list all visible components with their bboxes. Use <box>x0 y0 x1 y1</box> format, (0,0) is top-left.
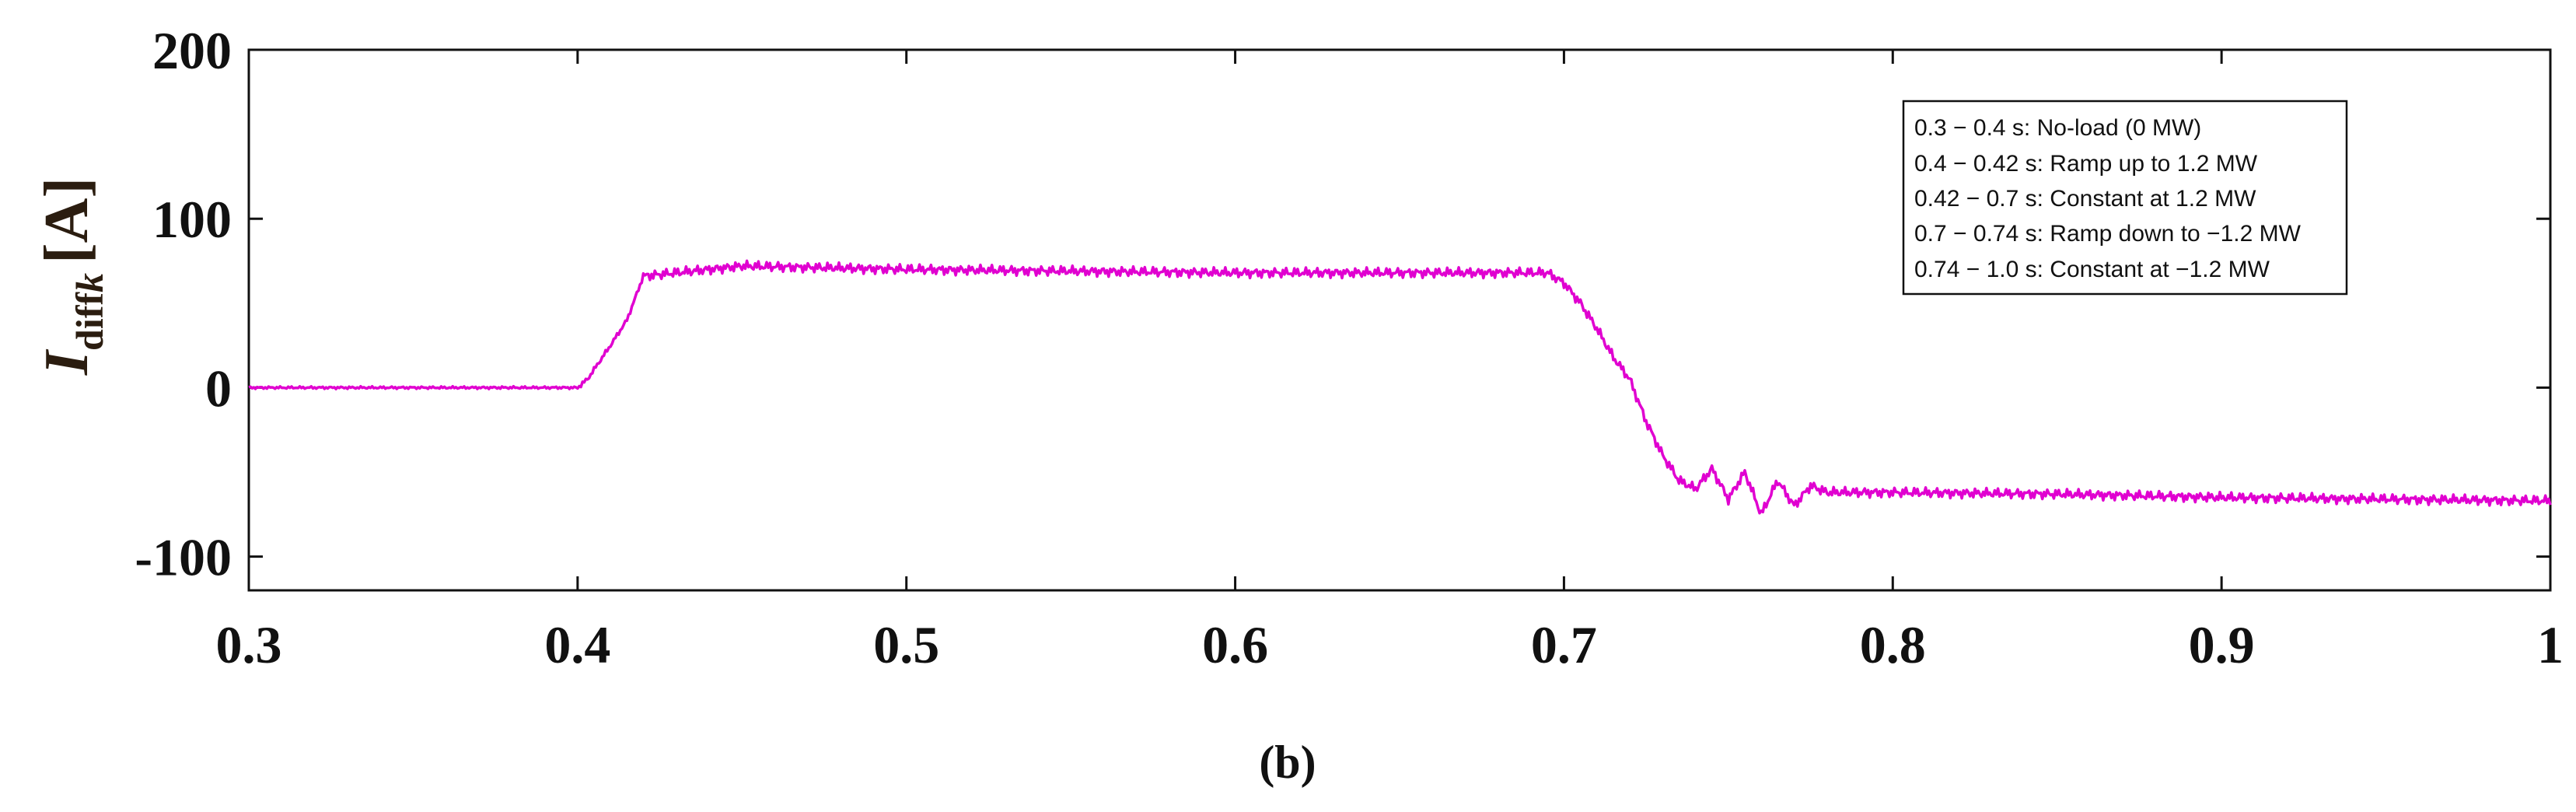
legend-box <box>1902 100 2348 296</box>
x-tick-label: 0.6 <box>1202 615 1268 674</box>
x-tick-label: 0.7 <box>1531 615 1597 674</box>
x-tick-label: 0.9 <box>2189 615 2255 674</box>
x-tick-label: 1 <box>2537 615 2564 674</box>
legend-entry: 0.4 − 0.42 s: Ramp up to 1.2 MW <box>1914 151 2258 177</box>
x-tick-label: 0.4 <box>544 615 610 674</box>
panel-label: (b) <box>1259 737 1316 788</box>
y-axis-label: Idiffk [A] <box>33 177 111 376</box>
x-tick-label: 0.8 <box>1860 615 1926 674</box>
y-axis-label-subscript: diff <box>68 292 111 351</box>
legend-entry: 0.7 − 0.74 s: Ramp down to −1.2 MW <box>1914 221 2302 247</box>
y-axis-label-unit: [A] <box>33 177 101 264</box>
x-tick-label: 0.3 <box>216 615 282 674</box>
axis-ticks <box>247 48 2552 590</box>
y-axis-label-subscript-italic: k <box>68 273 111 292</box>
series-line-idiff <box>248 259 2552 515</box>
y-tick-label: 100 <box>152 190 232 249</box>
legend-entry: 0.3 − 0.4 s: No-load (0 MW) <box>1914 115 2201 141</box>
legend-entry: 0.42 − 0.7 s: Constant at 1.2 MW <box>1914 186 2256 212</box>
legend: 0.3 − 0.4 s: No-load (0 MW) 0.4 − 0.42 s… <box>1902 100 2348 296</box>
plot-area <box>247 48 2552 592</box>
y-axis-label-symbol: I <box>33 348 101 376</box>
y-tick-label: 200 <box>152 21 232 80</box>
axis-tick-labels: 0.3 0.4 0.5 0.6 0.7 0.8 0.9 1 -100 0 100 200 <box>135 21 2564 674</box>
y-tick-label: 0 <box>205 359 232 418</box>
x-tick-label: 0.5 <box>873 615 939 674</box>
legend-entry: 0.74 − 1.0 s: Constant at −1.2 MW <box>1914 257 2270 282</box>
y-tick-label: -100 <box>135 528 232 587</box>
